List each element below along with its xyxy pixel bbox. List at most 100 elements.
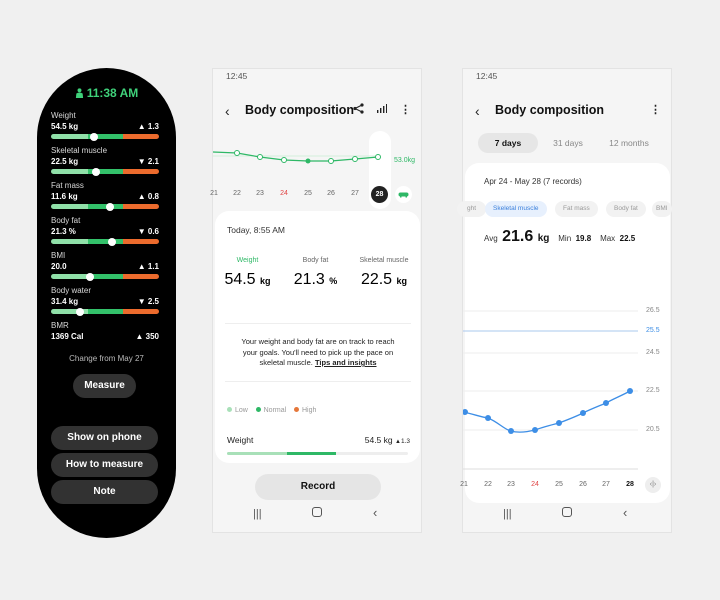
more-options-icon[interactable]: ⋮ (650, 104, 661, 116)
date-range: Apr 24 - May 28 (7 records) (484, 177, 582, 186)
tab-31-days[interactable]: 31 days (553, 138, 583, 148)
measure-button[interactable]: Measure (73, 374, 136, 398)
insight-text: Your weight and body fat are on track to… (241, 337, 395, 367)
chart-icon[interactable] (376, 103, 387, 117)
stat-value-body-fat: 21.3 % (293, 271, 338, 288)
skeletal-muscle-chart (463, 310, 638, 470)
watch-metric-body-fat: Body fat 21.3 % ▼ 0.6 (51, 216, 159, 246)
how-to-measure-button[interactable]: How to measure (51, 453, 158, 477)
up-arrow-icon: ▲ (137, 192, 146, 201)
day-label[interactable]: 27 (351, 190, 359, 197)
range-bar (51, 204, 159, 209)
watch-metric-bmr: BMR 1369 Cal ▲ 350 (51, 321, 159, 341)
up-arrow-icon: ▲ (135, 332, 144, 341)
range-knob (92, 168, 101, 176)
share-icon[interactable] (353, 103, 364, 117)
back-nav-icon[interactable]: ‹ (623, 505, 628, 520)
stat-label-body-fat[interactable]: Body fat (302, 257, 329, 264)
watch-time: 11:38 AM (37, 86, 176, 100)
range-bar (51, 239, 159, 244)
today-card: Today, 8:55 AM Weight 54.5 kg Body fat 2… (215, 211, 420, 463)
weight-range-bar (227, 452, 408, 455)
watch-metric-body-water: Body water 31.4 kg ▼ 2.5 (51, 286, 159, 316)
divider (225, 381, 411, 382)
home-icon[interactable] (312, 507, 322, 517)
x-tick: 28 (626, 481, 634, 488)
note-button[interactable]: Note (51, 480, 158, 504)
person-icon (75, 88, 83, 98)
scale-device-icon[interactable] (395, 186, 412, 203)
down-arrow-icon: ▼ (137, 157, 146, 166)
range-knob (89, 133, 98, 141)
down-arrow-icon: ▼ (137, 297, 146, 306)
day-label[interactable]: 23 (256, 190, 264, 197)
stat-label-weight[interactable]: Weight (236, 257, 259, 264)
recent-apps-icon[interactable]: ||| (253, 508, 262, 520)
tab-12-months[interactable]: 12 months (609, 138, 649, 148)
record-time: Today, 8:55 AM (227, 225, 285, 235)
up-arrow-icon: ▲ (137, 122, 146, 131)
legend: Low Normal High (227, 407, 316, 414)
back-icon[interactable]: ‹ (225, 103, 230, 119)
chip-bmi[interactable]: BMI (652, 201, 672, 217)
stat-value-weight: 54.5 kg (224, 271, 271, 288)
range-bar (51, 274, 159, 279)
chip-skeletal-muscle[interactable]: Skeletal muscle (485, 201, 547, 217)
show-on-phone-button[interactable]: Show on phone (51, 426, 158, 450)
x-tick: 25 (555, 481, 563, 488)
y-tick: 24.5 (646, 349, 660, 356)
back-nav-icon[interactable]: ‹ (373, 505, 378, 520)
range-knob (75, 308, 84, 316)
x-tick: 26 (579, 481, 587, 488)
weight-row-value: 54.5 kg ▲1.3 (364, 435, 410, 445)
recent-apps-icon[interactable]: ||| (503, 508, 512, 520)
x-tick: 23 (507, 481, 515, 488)
expand-chart-icon[interactable]: ‹|› (645, 477, 661, 493)
stats-summary: Avg 21.6 kg Min 19.8 Max 22.5 (484, 228, 636, 245)
goal-tick: 25.5 (646, 327, 660, 334)
app-header: ‹ Body composition ⋮ (213, 101, 421, 121)
day-label[interactable]: 21 (210, 190, 218, 197)
range-bar (51, 169, 159, 174)
range-knob (106, 203, 115, 211)
divider (225, 323, 411, 324)
chip-body-fat[interactable]: Body fat (606, 201, 646, 217)
day-label[interactable]: 24 (280, 190, 288, 197)
home-icon[interactable] (562, 507, 572, 517)
goal-label: 53.0kg (394, 157, 416, 164)
stat-label-skeletal-muscle[interactable]: Skeletal muscle (359, 257, 409, 264)
y-tick: 22.5 (646, 387, 660, 394)
day-label[interactable]: 22 (233, 190, 241, 197)
more-options-icon[interactable]: ⋮ (400, 104, 411, 116)
x-tick: 24 (531, 481, 539, 488)
watch-metric-fat-mass: Fat mass 11.6 kg ▲ 0.8 (51, 181, 159, 211)
record-button[interactable]: Record (255, 474, 381, 500)
up-arrow-icon: ▲ (395, 439, 401, 445)
chip-fat-mass[interactable]: Fat mass (555, 201, 598, 217)
tips-link[interactable]: Tips and insights (314, 358, 377, 367)
range-bar (51, 134, 159, 139)
range-knob (85, 273, 94, 281)
chip-weight[interactable]: ght (457, 201, 487, 217)
selected-day[interactable]: 28 (371, 186, 388, 203)
day-label[interactable]: 26 (327, 190, 335, 197)
phone-trends-view: 12:45 ‹ Body composition ⋮ 7 days 31 day… (457, 68, 672, 533)
status-time: 12:45 (226, 71, 248, 81)
x-tick: 27 (602, 481, 610, 488)
watch-metric-bmi: BMI 20.0 ▲ 1.1 (51, 251, 159, 281)
day-label[interactable]: 25 (304, 190, 312, 197)
watch-metric-weight: Weight 54.5 kg ▲ 1.3 (51, 111, 159, 141)
trend-card (465, 163, 670, 503)
weight-trend-chart (213, 150, 381, 164)
tab-7-days[interactable]: 7 days (478, 133, 538, 153)
up-arrow-icon: ▲ (137, 262, 146, 271)
legend-normal: Normal (255, 407, 286, 414)
app-header: ‹ Body composition ⋮ (463, 101, 671, 121)
y-tick: 20.5 (646, 426, 660, 433)
stat-value-skeletal-muscle: 22.5 kg (360, 271, 408, 288)
x-tick: 21 (460, 481, 468, 488)
change-from-label: Change from May 27 (69, 354, 144, 363)
nav-bar: ||| ‹ (463, 505, 671, 526)
back-icon[interactable]: ‹ (475, 103, 480, 119)
phone-daily-view: 12:45 ‹ Body composition ⋮ 53.0kg 21 22 … (210, 68, 422, 533)
